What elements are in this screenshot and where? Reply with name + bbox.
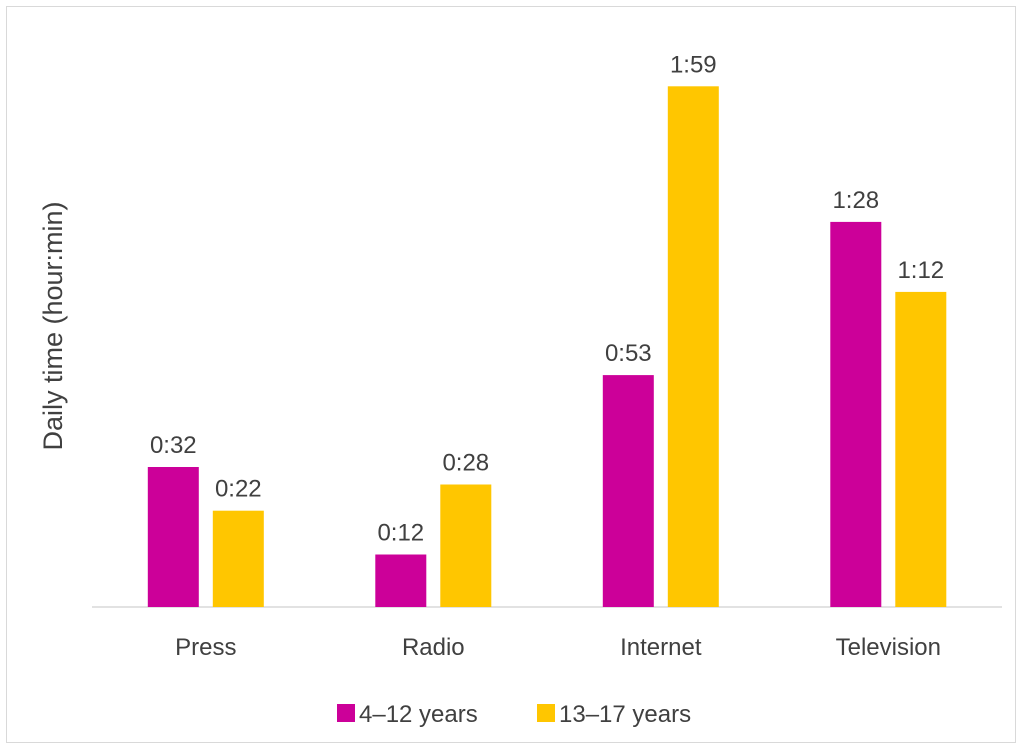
- data-label-internet-series-1: 0:53: [605, 340, 652, 367]
- data-label-television-series-2: 1:12: [897, 257, 944, 284]
- x-tick-label-radio: Radio: [402, 634, 465, 661]
- bar-radio-series-1: [375, 554, 427, 607]
- data-label-press-series-1: 0:32: [150, 432, 197, 459]
- legend-label-series-1: 4–12 years: [359, 701, 478, 728]
- x-tick-label-internet: Internet: [620, 634, 702, 661]
- x-tick-label-television: Television: [836, 634, 941, 661]
- bar-press-series-1: [147, 467, 199, 607]
- bar-television-series-2: [895, 291, 947, 607]
- legend: 4–12 years 13–17 years: [337, 701, 691, 728]
- data-label-television-series-1: 1:28: [832, 187, 879, 214]
- legend-label-series-2: 13–17 years: [559, 701, 691, 728]
- data-label-radio-series-1: 0:12: [377, 520, 424, 547]
- legend-swatch-series-2: [537, 704, 555, 722]
- data-label-press-series-2: 0:22: [215, 476, 262, 503]
- legend-swatch-series-1: [337, 704, 355, 722]
- y-axis-label: Daily time (hour:min): [38, 201, 68, 450]
- x-tick-label-press: Press: [175, 634, 236, 661]
- bar-internet-series-2: [667, 86, 719, 608]
- bar-press-series-2: [212, 510, 264, 607]
- bar-internet-series-1: [602, 375, 654, 607]
- data-label-internet-series-2: 1:59: [670, 51, 717, 78]
- bar-radio-series-2: [440, 484, 492, 607]
- bars-group: 0:32 0:22 0:12 0:28 0:53 1:59 1:28 1:12: [147, 51, 947, 608]
- data-label-radio-series-2: 0:28: [442, 450, 489, 477]
- bar-television-series-1: [830, 221, 882, 607]
- x-tick-labels: Press Radio Internet Television: [175, 634, 941, 661]
